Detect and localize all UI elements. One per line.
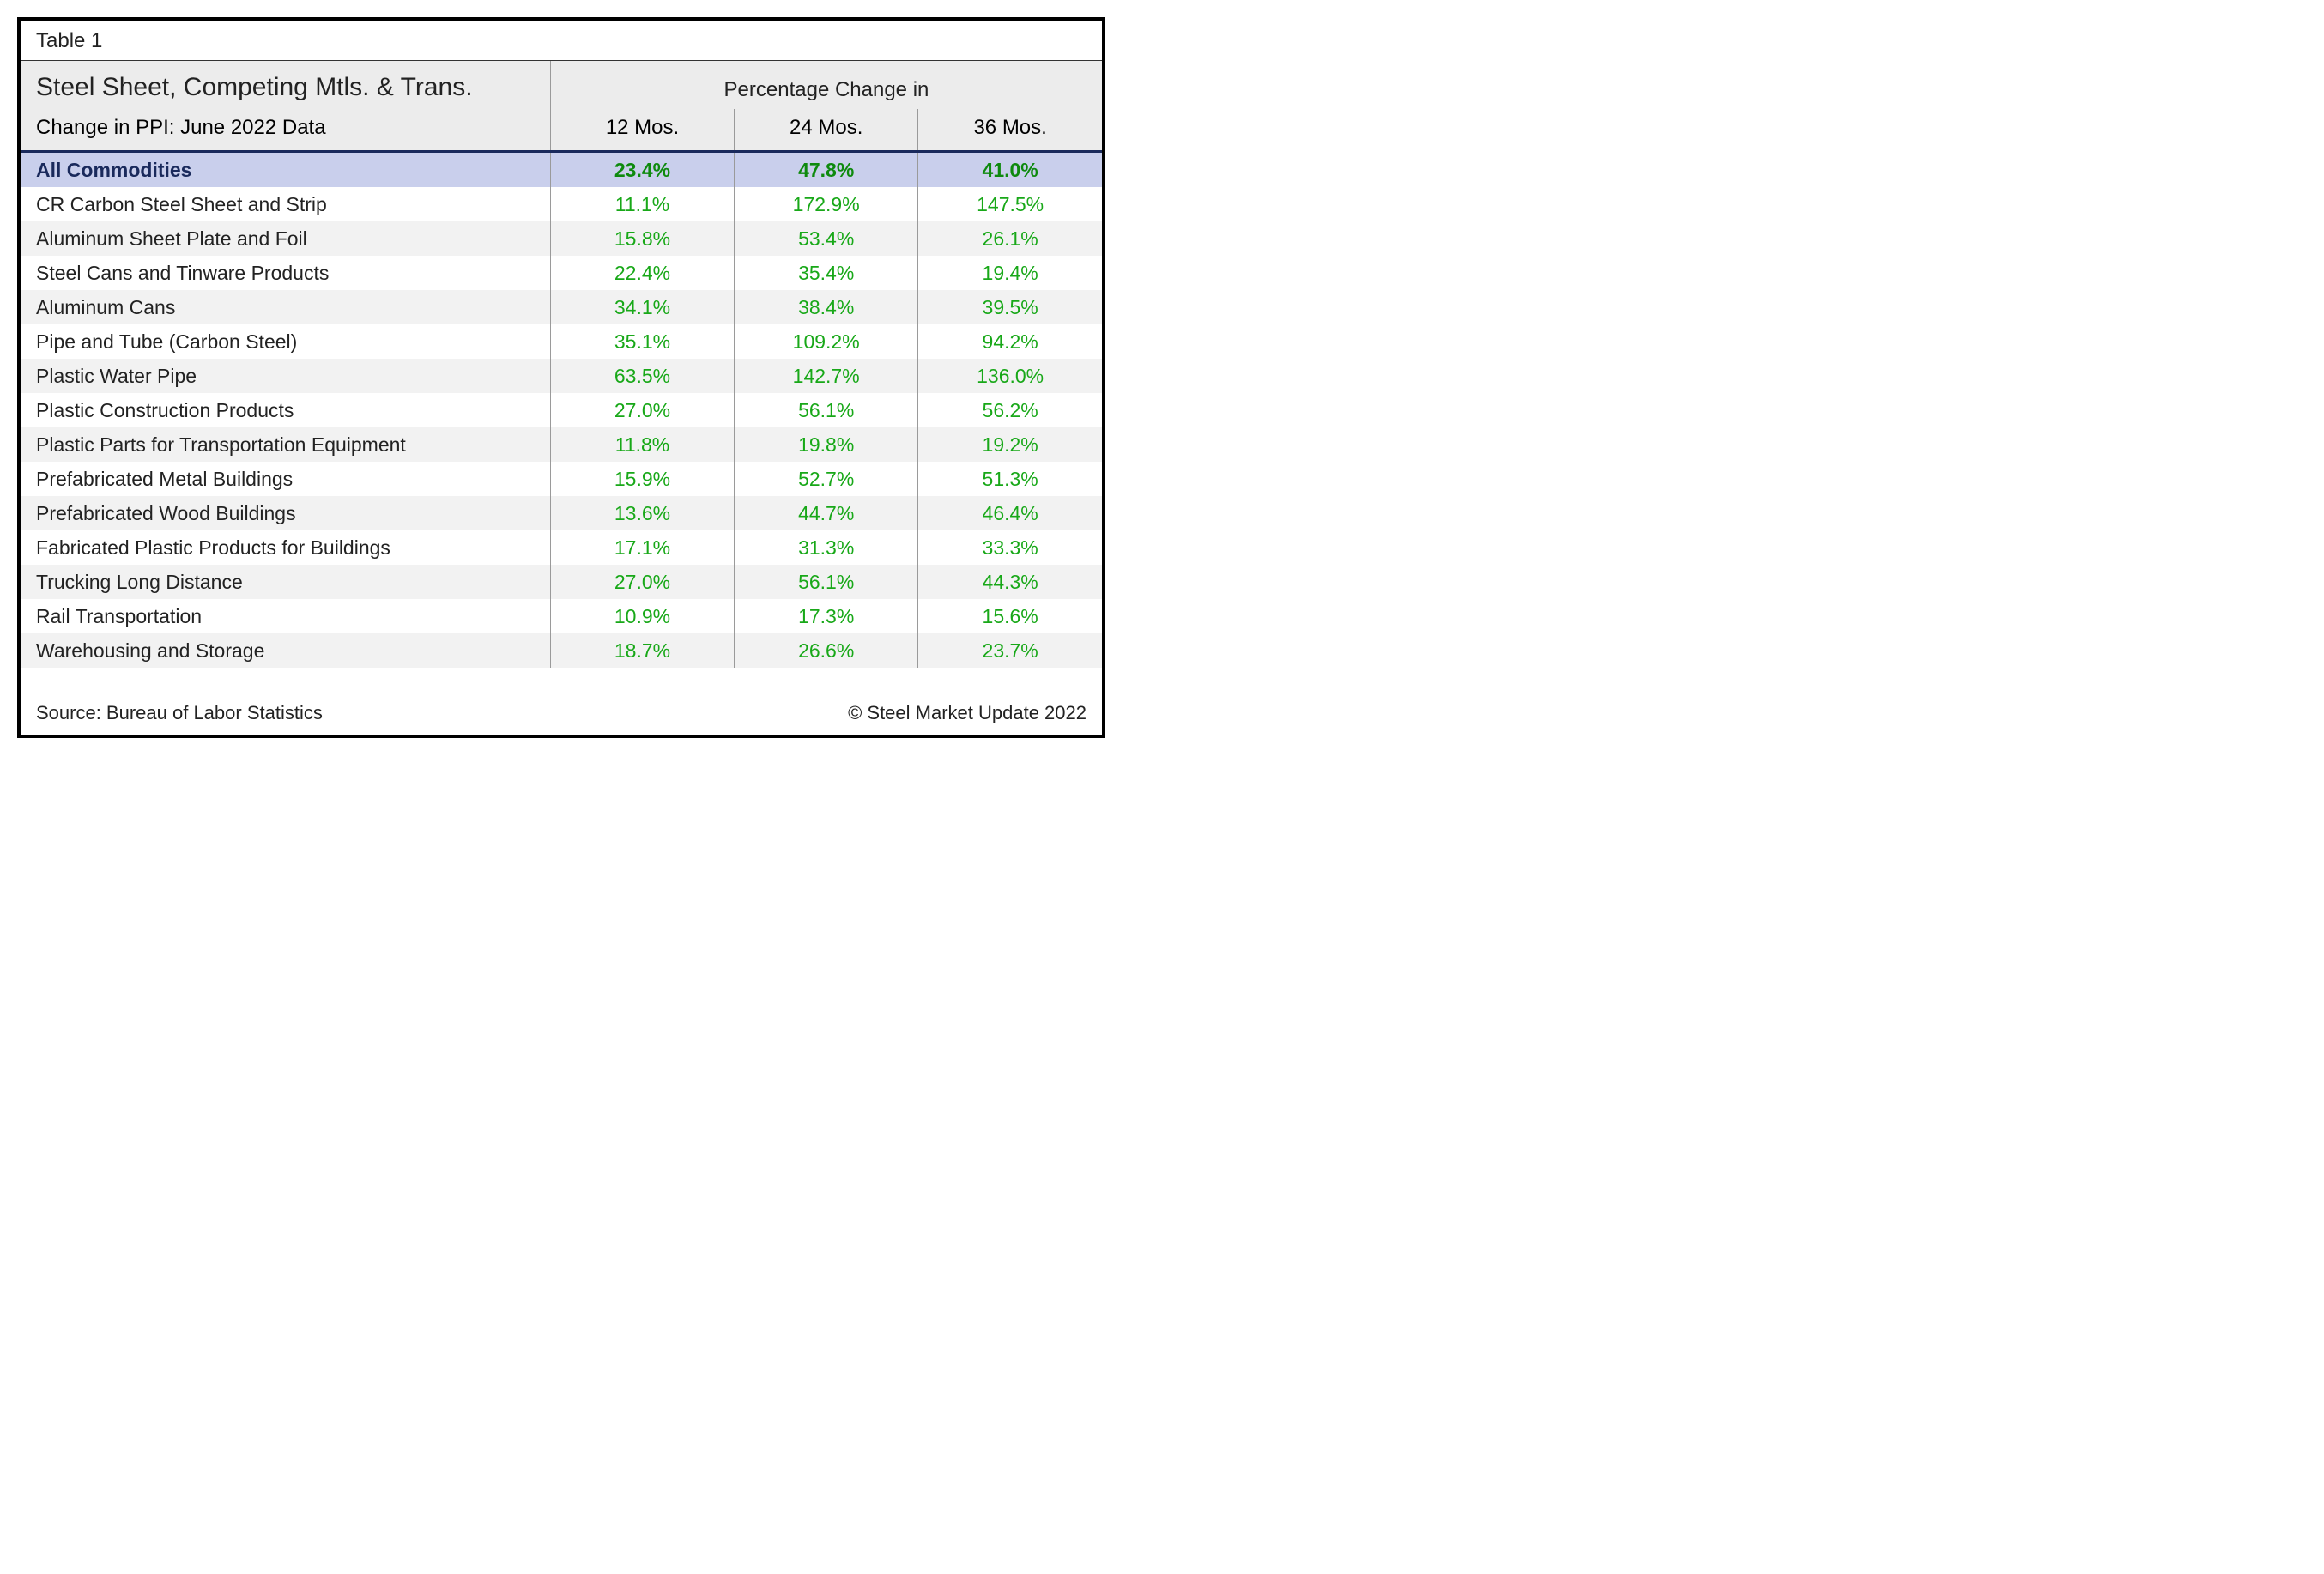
row-value: 26.6% xyxy=(735,633,918,668)
table-body: All Commodities23.4%47.8%41.0%CR Carbon … xyxy=(21,152,1102,669)
row-value: 147.5% xyxy=(918,187,1102,221)
row-value: 44.3% xyxy=(918,565,1102,599)
row-value: 44.7% xyxy=(735,496,918,530)
table-row: Steel Cans and Tinware Products22.4%35.4… xyxy=(21,256,1102,290)
row-value: 15.9% xyxy=(550,462,734,496)
row-label: Aluminum Cans xyxy=(21,290,550,324)
row-value: 35.4% xyxy=(735,256,918,290)
row-value: 63.5% xyxy=(550,359,734,393)
table-row: Trucking Long Distance27.0%56.1%44.3% xyxy=(21,565,1102,599)
col-header-0: 12 Mos. xyxy=(550,109,734,152)
row-value: 19.8% xyxy=(735,427,918,462)
row-value: 11.1% xyxy=(550,187,734,221)
table-row: Fabricated Plastic Products for Building… xyxy=(21,530,1102,565)
row-value: 56.1% xyxy=(735,565,918,599)
row-label: Steel Cans and Tinware Products xyxy=(21,256,550,290)
row-value: 17.3% xyxy=(735,599,918,633)
table-subtitle: Change in PPI: June 2022 Data xyxy=(21,109,550,152)
row-value: 23.7% xyxy=(918,633,1102,668)
row-label: Prefabricated Wood Buildings xyxy=(21,496,550,530)
table-row: Prefabricated Wood Buildings13.6%44.7%46… xyxy=(21,496,1102,530)
row-label: Pipe and Tube (Carbon Steel) xyxy=(21,324,550,359)
row-value: 38.4% xyxy=(735,290,918,324)
row-value: 56.1% xyxy=(735,393,918,427)
row-value: 31.3% xyxy=(735,530,918,565)
row-value: 46.4% xyxy=(918,496,1102,530)
row-value: 27.0% xyxy=(550,565,734,599)
table-row: CR Carbon Steel Sheet and Strip11.1%172.… xyxy=(21,187,1102,221)
table-row: All Commodities23.4%47.8%41.0% xyxy=(21,152,1102,188)
ppi-table: Steel Sheet, Competing Mtls. & Trans. Pe… xyxy=(21,61,1102,668)
row-value: 41.0% xyxy=(918,152,1102,188)
row-value: 142.7% xyxy=(735,359,918,393)
table-footer: Source: Bureau of Labor Statistics © Ste… xyxy=(21,668,1102,735)
row-value: 15.8% xyxy=(550,221,734,256)
row-value: 136.0% xyxy=(918,359,1102,393)
row-value: 33.3% xyxy=(918,530,1102,565)
table-number-label: Table 1 xyxy=(21,21,1102,61)
row-value: 23.4% xyxy=(550,152,734,188)
row-label: Fabricated Plastic Products for Building… xyxy=(21,530,550,565)
copyright-text: © Steel Market Update 2022 xyxy=(848,702,1086,724)
row-value: 18.7% xyxy=(550,633,734,668)
row-value: 52.7% xyxy=(735,462,918,496)
table-title: Steel Sheet, Competing Mtls. & Trans. xyxy=(21,61,550,109)
row-value: 13.6% xyxy=(550,496,734,530)
row-value: 35.1% xyxy=(550,324,734,359)
row-value: 19.2% xyxy=(918,427,1102,462)
row-label: Plastic Water Pipe xyxy=(21,359,550,393)
col-header-2: 36 Mos. xyxy=(918,109,1102,152)
row-value: 22.4% xyxy=(550,256,734,290)
row-label: Prefabricated Metal Buildings xyxy=(21,462,550,496)
row-value: 53.4% xyxy=(735,221,918,256)
table-row: Plastic Construction Products27.0%56.1%5… xyxy=(21,393,1102,427)
row-value: 109.2% xyxy=(735,324,918,359)
row-value: 56.2% xyxy=(918,393,1102,427)
row-value: 10.9% xyxy=(550,599,734,633)
table-row: Plastic Parts for Transportation Equipme… xyxy=(21,427,1102,462)
row-label: Warehousing and Storage xyxy=(21,633,550,668)
row-value: 17.1% xyxy=(550,530,734,565)
row-value: 94.2% xyxy=(918,324,1102,359)
table-row: Aluminum Cans34.1%38.4%39.5% xyxy=(21,290,1102,324)
col-header-1: 24 Mos. xyxy=(735,109,918,152)
row-value: 15.6% xyxy=(918,599,1102,633)
table-row: Prefabricated Metal Buildings15.9%52.7%5… xyxy=(21,462,1102,496)
row-value: 172.9% xyxy=(735,187,918,221)
row-value: 19.4% xyxy=(918,256,1102,290)
row-value: 39.5% xyxy=(918,290,1102,324)
row-value: 51.3% xyxy=(918,462,1102,496)
row-value: 47.8% xyxy=(735,152,918,188)
super-header: Percentage Change in xyxy=(550,61,1102,109)
row-value: 34.1% xyxy=(550,290,734,324)
source-text: Source: Bureau of Labor Statistics xyxy=(36,702,323,724)
table-row: Aluminum Sheet Plate and Foil15.8%53.4%2… xyxy=(21,221,1102,256)
row-label: Plastic Parts for Transportation Equipme… xyxy=(21,427,550,462)
table-row: Warehousing and Storage18.7%26.6%23.7% xyxy=(21,633,1102,668)
table-row: Rail Transportation10.9%17.3%15.6% xyxy=(21,599,1102,633)
row-label: All Commodities xyxy=(21,152,550,188)
row-label: CR Carbon Steel Sheet and Strip xyxy=(21,187,550,221)
row-label: Rail Transportation xyxy=(21,599,550,633)
table-row: Plastic Water Pipe63.5%142.7%136.0% xyxy=(21,359,1102,393)
row-value: 11.8% xyxy=(550,427,734,462)
row-value: 26.1% xyxy=(918,221,1102,256)
row-value: 27.0% xyxy=(550,393,734,427)
table-row: Pipe and Tube (Carbon Steel)35.1%109.2%9… xyxy=(21,324,1102,359)
row-label: Trucking Long Distance xyxy=(21,565,550,599)
table-frame: STEEL MARKET UPDATE part of the CRU Grou… xyxy=(17,17,1105,738)
row-label: Aluminum Sheet Plate and Foil xyxy=(21,221,550,256)
row-label: Plastic Construction Products xyxy=(21,393,550,427)
